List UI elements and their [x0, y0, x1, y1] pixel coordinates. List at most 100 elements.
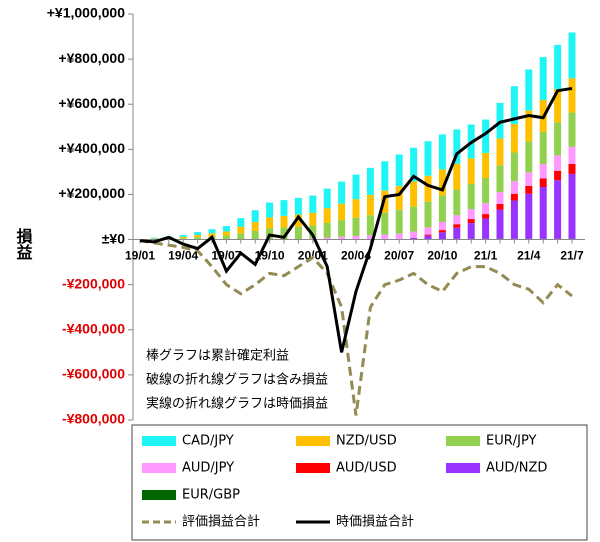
bar [179, 235, 187, 237]
legend-swatch [446, 463, 480, 473]
bar [453, 189, 461, 216]
bar [194, 235, 202, 238]
legend-label: AUD/NZD [486, 461, 547, 476]
bar [222, 226, 230, 232]
bar [568, 146, 576, 164]
legend-label: 時価損益合計 [336, 514, 414, 530]
bar [496, 165, 504, 193]
bar [309, 195, 317, 213]
y-tick-label: +¥1,000,000 [47, 5, 125, 21]
bar [496, 209, 504, 239]
bar [338, 220, 346, 237]
x-tick-label: 21/4 [517, 249, 541, 263]
bar [381, 161, 389, 191]
bar [222, 231, 230, 236]
x-tick-label: 19/01 [125, 249, 155, 263]
bar [309, 212, 317, 226]
annotation: 破線の折れ線グラフは含み損益 [146, 372, 328, 388]
line-series [139, 86, 573, 353]
bar [525, 141, 533, 173]
bar [496, 138, 504, 166]
legend-label: AUD/USD [336, 461, 397, 476]
x-tick-label: 20/07 [384, 249, 414, 263]
legend-swatch [446, 436, 480, 446]
bar [568, 78, 576, 113]
bar [510, 86, 518, 125]
bar [237, 218, 245, 227]
legend-swatch [142, 463, 176, 473]
legend-label: AUD/JPY [182, 461, 234, 476]
legend-box [131, 424, 588, 541]
x-tick-label: 21/7 [560, 249, 584, 263]
bar [366, 194, 374, 216]
bar [309, 238, 317, 240]
bar [539, 131, 547, 164]
bar [568, 32, 576, 79]
bar [395, 186, 403, 210]
y-tick-label: +¥600,000 [58, 95, 125, 111]
bar [352, 199, 360, 218]
legend-label: EUR/GBP [182, 488, 240, 503]
bar [237, 226, 245, 234]
bar [438, 221, 446, 231]
bar [539, 57, 547, 100]
bar [395, 233, 403, 240]
bar [179, 238, 187, 240]
y-tick-label: -¥400,000 [62, 320, 125, 336]
y-tick-label: +¥400,000 [58, 140, 125, 156]
y-tick-label: -¥200,000 [62, 275, 125, 291]
bar [525, 110, 533, 142]
bar [395, 209, 403, 234]
bar [338, 181, 346, 204]
bar [352, 235, 360, 240]
bar [482, 218, 490, 239]
bar [554, 170, 562, 181]
bar [482, 152, 490, 178]
bar [237, 233, 245, 240]
bar [208, 233, 216, 237]
bar [496, 203, 504, 210]
bar [438, 134, 446, 170]
bar [554, 89, 562, 123]
x-tick-label: 20/10 [427, 249, 457, 263]
bar [568, 163, 576, 174]
bar [482, 177, 490, 204]
bar [525, 193, 533, 239]
bar [323, 208, 331, 223]
bar [467, 223, 475, 239]
bar [453, 227, 461, 239]
bar [323, 237, 331, 240]
bar [496, 192, 504, 204]
bar [453, 129, 461, 164]
bar [424, 201, 432, 228]
bar [280, 215, 288, 228]
bar [510, 193, 518, 201]
y-tick-label: +¥200,000 [58, 185, 125, 201]
bar [525, 185, 533, 194]
bar [438, 195, 446, 222]
bar [194, 237, 202, 240]
bar [539, 163, 547, 179]
bar [424, 227, 432, 235]
bar [410, 231, 418, 238]
y-tick-label: -¥600,000 [62, 366, 125, 382]
legend-label: EUR/JPY [486, 434, 537, 449]
bar [525, 172, 533, 186]
bar [251, 221, 259, 231]
bar [424, 141, 432, 176]
x-tick-label: 21/1 [474, 249, 498, 263]
bar [510, 181, 518, 194]
bar [410, 181, 418, 207]
y-tick-label: -¥800,000 [62, 411, 125, 427]
legend-label: NZD/USD [336, 434, 397, 449]
legend-label: CAD/JPY [182, 434, 234, 449]
bar [467, 158, 475, 184]
bar [194, 232, 202, 236]
bar [453, 163, 461, 190]
bar [482, 203, 490, 215]
bar [554, 180, 562, 239]
bar [208, 229, 216, 234]
bar [568, 173, 576, 239]
